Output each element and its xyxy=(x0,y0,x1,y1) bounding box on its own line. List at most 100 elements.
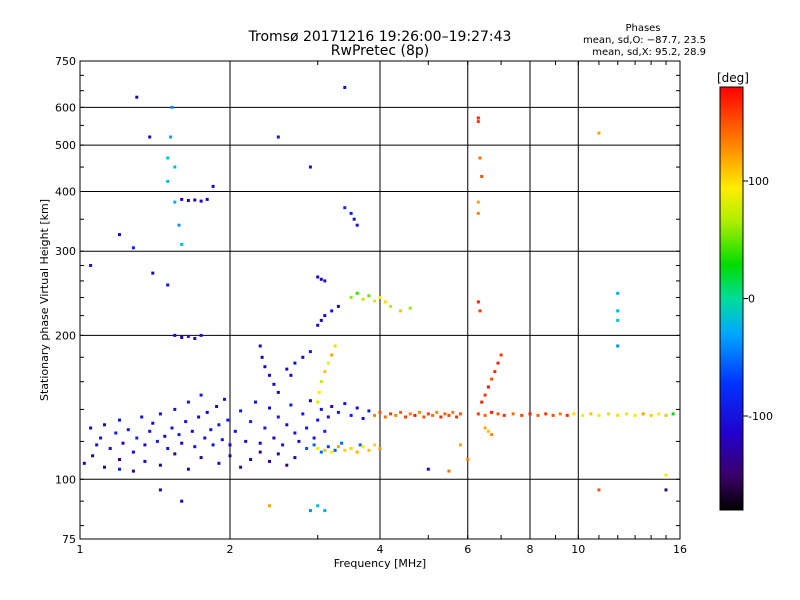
data-point xyxy=(180,197,184,201)
data-point xyxy=(458,443,462,447)
data-point xyxy=(193,337,197,340)
data-point xyxy=(502,413,506,417)
data-point xyxy=(308,509,312,513)
data-point xyxy=(193,198,197,202)
x-tick-label: 4 xyxy=(377,543,384,556)
data-point xyxy=(99,436,103,440)
data-point xyxy=(480,175,484,178)
data-point xyxy=(581,413,585,417)
data-point xyxy=(336,445,340,449)
data-point xyxy=(476,116,480,120)
data-point xyxy=(317,390,321,394)
data-point xyxy=(121,441,125,445)
data-point xyxy=(466,458,470,461)
data-point xyxy=(483,426,487,430)
data-point xyxy=(180,242,184,246)
data-point xyxy=(118,418,121,422)
data-point xyxy=(383,300,387,304)
x-tick-label: 1 xyxy=(77,543,84,556)
data-point xyxy=(268,504,271,508)
data-point xyxy=(148,135,152,139)
data-point xyxy=(422,415,426,419)
data-point xyxy=(367,294,371,298)
data-point xyxy=(308,399,312,403)
data-point xyxy=(451,410,455,414)
data-point xyxy=(301,412,305,416)
data-point xyxy=(330,450,334,454)
data-point xyxy=(217,423,221,427)
data-point xyxy=(151,421,155,425)
data-point xyxy=(158,412,162,416)
data-point xyxy=(199,333,203,337)
data-point xyxy=(361,297,365,301)
data-point xyxy=(285,463,289,467)
data-point xyxy=(272,436,276,440)
data-point xyxy=(186,400,190,404)
data-point xyxy=(226,418,230,422)
data-point xyxy=(89,426,93,430)
data-point xyxy=(480,400,484,404)
data-point xyxy=(607,412,610,416)
colorbar xyxy=(719,86,744,511)
data-point xyxy=(343,448,347,452)
data-point xyxy=(649,413,653,417)
data-point xyxy=(616,413,620,417)
data-point xyxy=(223,397,226,401)
data-point xyxy=(361,417,365,420)
data-point xyxy=(478,309,482,313)
data-point xyxy=(476,120,480,124)
data-point xyxy=(323,314,327,318)
data-point xyxy=(483,393,487,397)
data-point xyxy=(326,415,330,419)
data-point xyxy=(199,456,203,460)
data-point xyxy=(118,233,121,237)
data-point xyxy=(177,223,181,227)
data-point xyxy=(254,400,257,404)
data-point xyxy=(340,441,344,445)
data-point xyxy=(589,412,593,416)
data-point xyxy=(597,413,601,417)
data-point xyxy=(476,200,480,204)
data-point xyxy=(486,429,490,433)
data-point xyxy=(199,199,203,203)
data-point xyxy=(476,211,480,215)
data-point xyxy=(476,300,480,304)
data-point xyxy=(211,443,215,447)
data-point xyxy=(163,434,167,438)
data-point xyxy=(268,373,271,377)
data-point xyxy=(664,473,668,477)
data-point xyxy=(114,431,118,435)
data-point xyxy=(103,465,106,469)
data-point xyxy=(131,246,135,250)
data-point xyxy=(319,407,323,411)
data-point xyxy=(394,413,398,417)
data-point xyxy=(301,355,305,359)
data-point xyxy=(203,436,207,440)
data-point xyxy=(358,443,362,447)
x-tick-label: 10 xyxy=(571,543,585,556)
data-point xyxy=(408,306,412,310)
data-point xyxy=(158,463,162,467)
data-point xyxy=(281,443,285,447)
data-point xyxy=(496,412,500,416)
data-point xyxy=(228,454,232,458)
data-point xyxy=(276,135,280,139)
data-point xyxy=(180,499,184,503)
y-tick-label: 600 xyxy=(55,101,76,114)
data-point xyxy=(490,410,494,414)
data-point xyxy=(263,426,267,430)
data-point xyxy=(435,410,439,414)
x-tick-label: 16 xyxy=(673,543,687,556)
x-axis-label: Frequency [MHz] xyxy=(334,557,426,570)
data-point xyxy=(483,413,487,417)
data-point xyxy=(333,448,337,452)
data-point xyxy=(173,333,177,337)
data-point xyxy=(447,469,451,473)
data-point xyxy=(323,448,327,452)
data-point xyxy=(305,447,309,450)
y-axis-label: Stationary phase Virtual Height [km] xyxy=(38,199,51,401)
y-tick-label: 300 xyxy=(55,245,76,258)
data-point xyxy=(135,95,139,99)
data-point xyxy=(186,467,190,471)
data-point xyxy=(443,412,447,416)
